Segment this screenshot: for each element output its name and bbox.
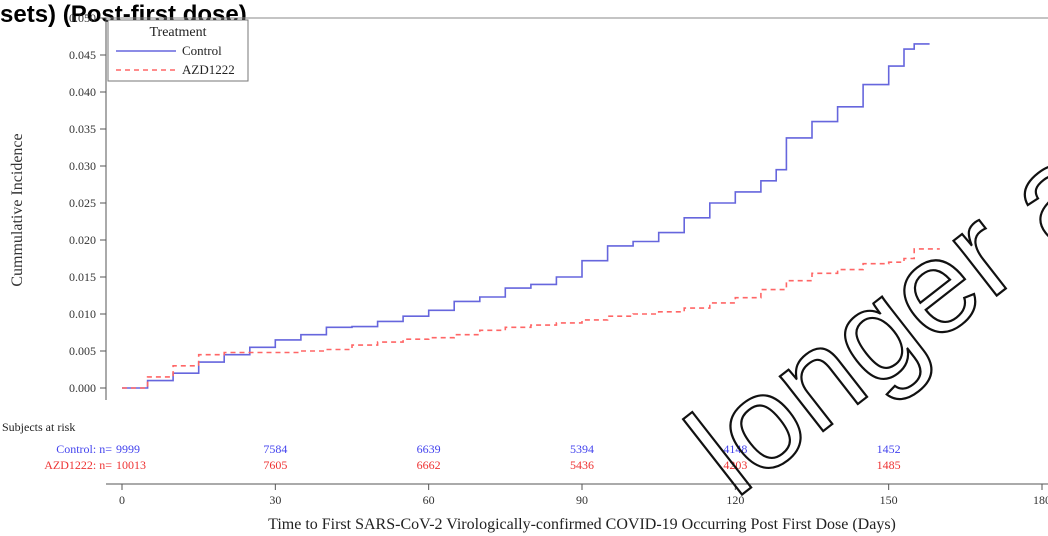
- risk-value-azd1222: 6662: [417, 458, 441, 472]
- x-tick-label: 90: [576, 493, 588, 507]
- risk-value-azd1222: 7605: [263, 458, 287, 472]
- risk-value-control: 1452: [877, 442, 901, 456]
- y-axis-ticks: 0.000 0.005 0.010 0.015 0.020 0.025 0.030 0.035…: [69, 11, 106, 395]
- y-axis-label: Cummulative Incidence: [9, 133, 26, 286]
- x-tick-label: 60: [423, 493, 435, 507]
- risk-value-control: 9999: [116, 442, 140, 456]
- risk-value-azd1222: 1485: [877, 458, 901, 472]
- watermark: longer authorised: [662, 0, 1048, 522]
- y-tick-label: 0.010: [69, 307, 96, 321]
- legend-title: Treatment: [149, 25, 206, 40]
- risk-table-header: Subjects at risk: [2, 420, 75, 434]
- risk-value-azd1222: 10013: [116, 458, 146, 472]
- y-tick-label: 0.035: [69, 122, 96, 136]
- x-tick-label: 0: [119, 493, 125, 507]
- y-tick-label: 0.045: [69, 48, 96, 62]
- x-tick-label: 150: [880, 493, 898, 507]
- y-tick-label: 0.025: [69, 196, 96, 210]
- series-line-control: [122, 43, 930, 389]
- y-tick-label: 0.040: [69, 85, 96, 99]
- legend-label-azd1222: AZD1222: [182, 62, 235, 77]
- risk-value-control: 7584: [263, 442, 287, 456]
- x-axis-label: Time to First SARS-CoV-2 Virologically-c…: [268, 516, 896, 533]
- x-tick-label: 120: [726, 493, 744, 507]
- legend: Treatment Control AZD1222: [107, 19, 249, 82]
- y-tick-label: 0.030: [69, 159, 96, 173]
- risk-row-label-control: Control: n=: [56, 442, 112, 456]
- risk-value-control: 5394: [570, 442, 594, 456]
- plot-area: 0.000 0.005 0.010 0.015 0.020 0.025 0.030 0.035…: [69, 11, 1048, 507]
- risk-value-control: 4148: [723, 442, 747, 456]
- risk-table: Subjects at risk Control: n= AZD1222: n=…: [2, 420, 901, 472]
- series-line-azd1222: [122, 248, 940, 389]
- y-tick-label: 0.005: [69, 344, 96, 358]
- series-lines: [122, 43, 940, 389]
- legend-label-control: Control: [182, 43, 222, 58]
- risk-value-azd1222: 5436: [570, 458, 594, 472]
- y-tick-label: 0.015: [69, 270, 96, 284]
- y-tick-label: 0.050: [69, 11, 96, 25]
- x-tick-label: 30: [269, 493, 281, 507]
- y-tick-label: 0.020: [69, 233, 96, 247]
- risk-value-azd1222: 4203: [723, 458, 747, 472]
- risk-value-control: 6639: [417, 442, 441, 456]
- risk-values: 9999 7584 6639 5394 4148 1452 10013 7605 6662 543…: [116, 442, 901, 472]
- x-tick-label: 180: [1033, 493, 1048, 507]
- x-axis-ticks: 0 30 60 90 120 150 180: [119, 484, 1048, 507]
- y-tick-label: 0.000: [69, 381, 96, 395]
- risk-row-label-azd1222: AZD1222: n=: [44, 458, 112, 472]
